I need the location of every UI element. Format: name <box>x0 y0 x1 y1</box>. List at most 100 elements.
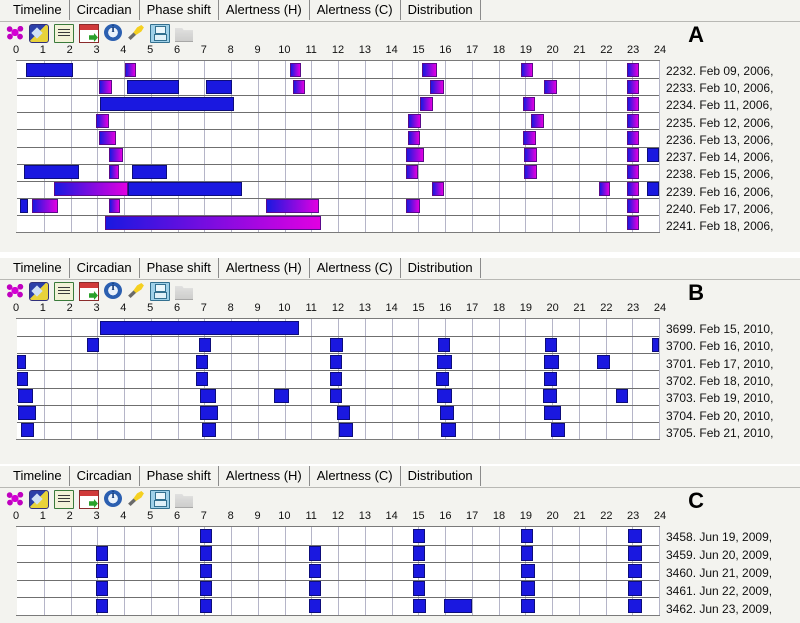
timeline-bar[interactable] <box>545 337 558 352</box>
open-folder-icon[interactable] <box>175 285 193 300</box>
timeline-bar[interactable] <box>54 182 128 197</box>
timeline-bar[interactable] <box>95 563 108 579</box>
timeline-bar[interactable] <box>435 371 449 387</box>
timeline-bar[interactable] <box>521 563 535 579</box>
timeline-bar[interactable] <box>308 546 321 561</box>
timeline-bar[interactable] <box>308 598 321 614</box>
timeline-bar[interactable] <box>523 165 538 180</box>
tab-circadian[interactable]: Circadian <box>70 258 140 278</box>
timeline-bar[interactable] <box>18 406 36 421</box>
timeline-bar[interactable] <box>21 423 35 438</box>
timeline-bar[interactable] <box>406 148 424 163</box>
tab-bar-b[interactable]: Timeline Circadian Phase shift Alertness (H… <box>0 258 800 280</box>
timeline-bar[interactable] <box>196 354 209 369</box>
timeline-bar[interactable] <box>412 546 425 561</box>
tab-timeline[interactable]: Timeline <box>6 258 70 278</box>
timeline-bar[interactable] <box>628 581 642 596</box>
timeline-bar[interactable] <box>626 113 639 128</box>
timeline-bar[interactable] <box>438 337 451 352</box>
tab-distribution[interactable]: Distribution <box>401 258 481 278</box>
timeline-bar[interactable] <box>626 130 639 145</box>
burst-icon[interactable] <box>6 24 24 41</box>
timeline-bar[interactable] <box>336 406 351 421</box>
timeline-bar[interactable] <box>412 563 425 579</box>
timeline-bar[interactable] <box>626 216 639 231</box>
timeline-bar[interactable] <box>626 148 639 163</box>
wand-icon[interactable] <box>128 491 144 506</box>
timeline-bar[interactable] <box>128 182 242 197</box>
tab-bar-a[interactable]: Timeline Circadian Phase shift Alertness (H… <box>0 0 800 22</box>
timeline-bar[interactable] <box>98 79 112 94</box>
swap-icon[interactable] <box>29 24 49 43</box>
timeline-bar[interactable] <box>407 113 421 128</box>
chart-a[interactable]: 0 1 2 3 4 5 6 7 8 9 10 11 12 13 14 15 16 17 18 19 20 21 22 23 24… <box>0 44 800 233</box>
timeline-bar[interactable] <box>443 598 472 614</box>
tab-alertness-h[interactable]: Alertness (H) <box>219 258 310 278</box>
timeline-bar[interactable] <box>521 62 534 77</box>
timeline-bar[interactable] <box>550 423 566 438</box>
timeline-bar[interactable] <box>419 96 433 111</box>
timeline-bar[interactable] <box>598 182 610 197</box>
plot-grid-a[interactable] <box>1 60 660 233</box>
tab-alertness-c[interactable]: Alertness (C) <box>310 0 401 20</box>
info-icon[interactable] <box>104 489 122 507</box>
timeline-bar[interactable] <box>273 389 289 404</box>
timeline-bar[interactable] <box>126 79 179 94</box>
swap-icon[interactable] <box>29 490 49 509</box>
timeline-bar[interactable] <box>597 354 610 369</box>
open-folder-icon[interactable] <box>175 493 193 508</box>
timeline-bar[interactable] <box>329 371 342 387</box>
timeline-bar[interactable] <box>196 371 209 387</box>
timeline-bar[interactable] <box>439 406 455 421</box>
tab-phase-shift[interactable]: Phase shift <box>140 258 219 278</box>
timeline-bar[interactable] <box>109 199 120 214</box>
timeline-bar[interactable] <box>329 337 344 352</box>
calendar-export-icon[interactable] <box>79 24 99 43</box>
timeline-bar[interactable] <box>95 113 110 128</box>
timeline-bar[interactable] <box>292 79 305 94</box>
chart-c[interactable]: 0 1 2 3 4 5 6 7 8 9 10 11 12 13 14 15 16 17 18 19 20 21 22 23 24… <box>0 510 800 616</box>
timeline-bar[interactable] <box>200 528 213 544</box>
tab-distribution[interactable]: Distribution <box>401 0 481 20</box>
timeline-bar[interactable] <box>542 389 558 404</box>
toolbar-a[interactable] <box>0 22 800 44</box>
timeline-bar[interactable] <box>652 337 659 352</box>
timeline-bar[interactable] <box>200 581 213 596</box>
calendar-export-icon[interactable] <box>79 490 99 509</box>
timeline-bar[interactable] <box>436 389 452 404</box>
timeline-bar[interactable] <box>17 354 27 369</box>
timeline-bar[interactable] <box>200 598 213 614</box>
timeline-bar[interactable] <box>626 96 639 111</box>
note-icon[interactable] <box>54 24 74 43</box>
info-icon[interactable] <box>104 281 122 299</box>
timeline-bar[interactable] <box>543 371 558 387</box>
timeline-bar[interactable] <box>406 165 419 180</box>
timeline-bar[interactable] <box>628 598 642 614</box>
timeline-bar[interactable] <box>265 199 320 214</box>
wand-icon[interactable] <box>128 25 144 40</box>
timeline-bar[interactable] <box>521 598 535 614</box>
timeline-bar[interactable] <box>289 62 301 77</box>
tab-alertness-h[interactable]: Alertness (H) <box>219 0 310 20</box>
wand-icon[interactable] <box>128 283 144 298</box>
timeline-bar[interactable] <box>543 354 559 369</box>
calendar-export-icon[interactable] <box>79 282 99 301</box>
timeline-bar[interactable] <box>198 337 211 352</box>
timeline-bar[interactable] <box>109 148 123 163</box>
timeline-bar[interactable] <box>628 546 642 561</box>
timeline-bar[interactable] <box>200 406 218 421</box>
timeline-bar[interactable] <box>200 546 213 561</box>
timeline-bar[interactable] <box>626 199 639 214</box>
timeline-bar[interactable] <box>125 62 137 77</box>
timeline-bar[interactable] <box>422 62 437 77</box>
timeline-bar[interactable] <box>99 96 234 111</box>
timeline-bar[interactable] <box>86 337 99 352</box>
timeline-bar[interactable] <box>626 165 639 180</box>
timeline-bar[interactable] <box>329 354 342 369</box>
tab-circadian[interactable]: Circadian <box>70 0 140 20</box>
save-icon[interactable] <box>150 24 170 43</box>
tab-timeline[interactable]: Timeline <box>6 466 70 486</box>
timeline-bar[interactable] <box>95 546 108 561</box>
timeline-bar[interactable] <box>31 199 59 214</box>
tab-alertness-c[interactable]: Alertness (C) <box>310 258 401 278</box>
